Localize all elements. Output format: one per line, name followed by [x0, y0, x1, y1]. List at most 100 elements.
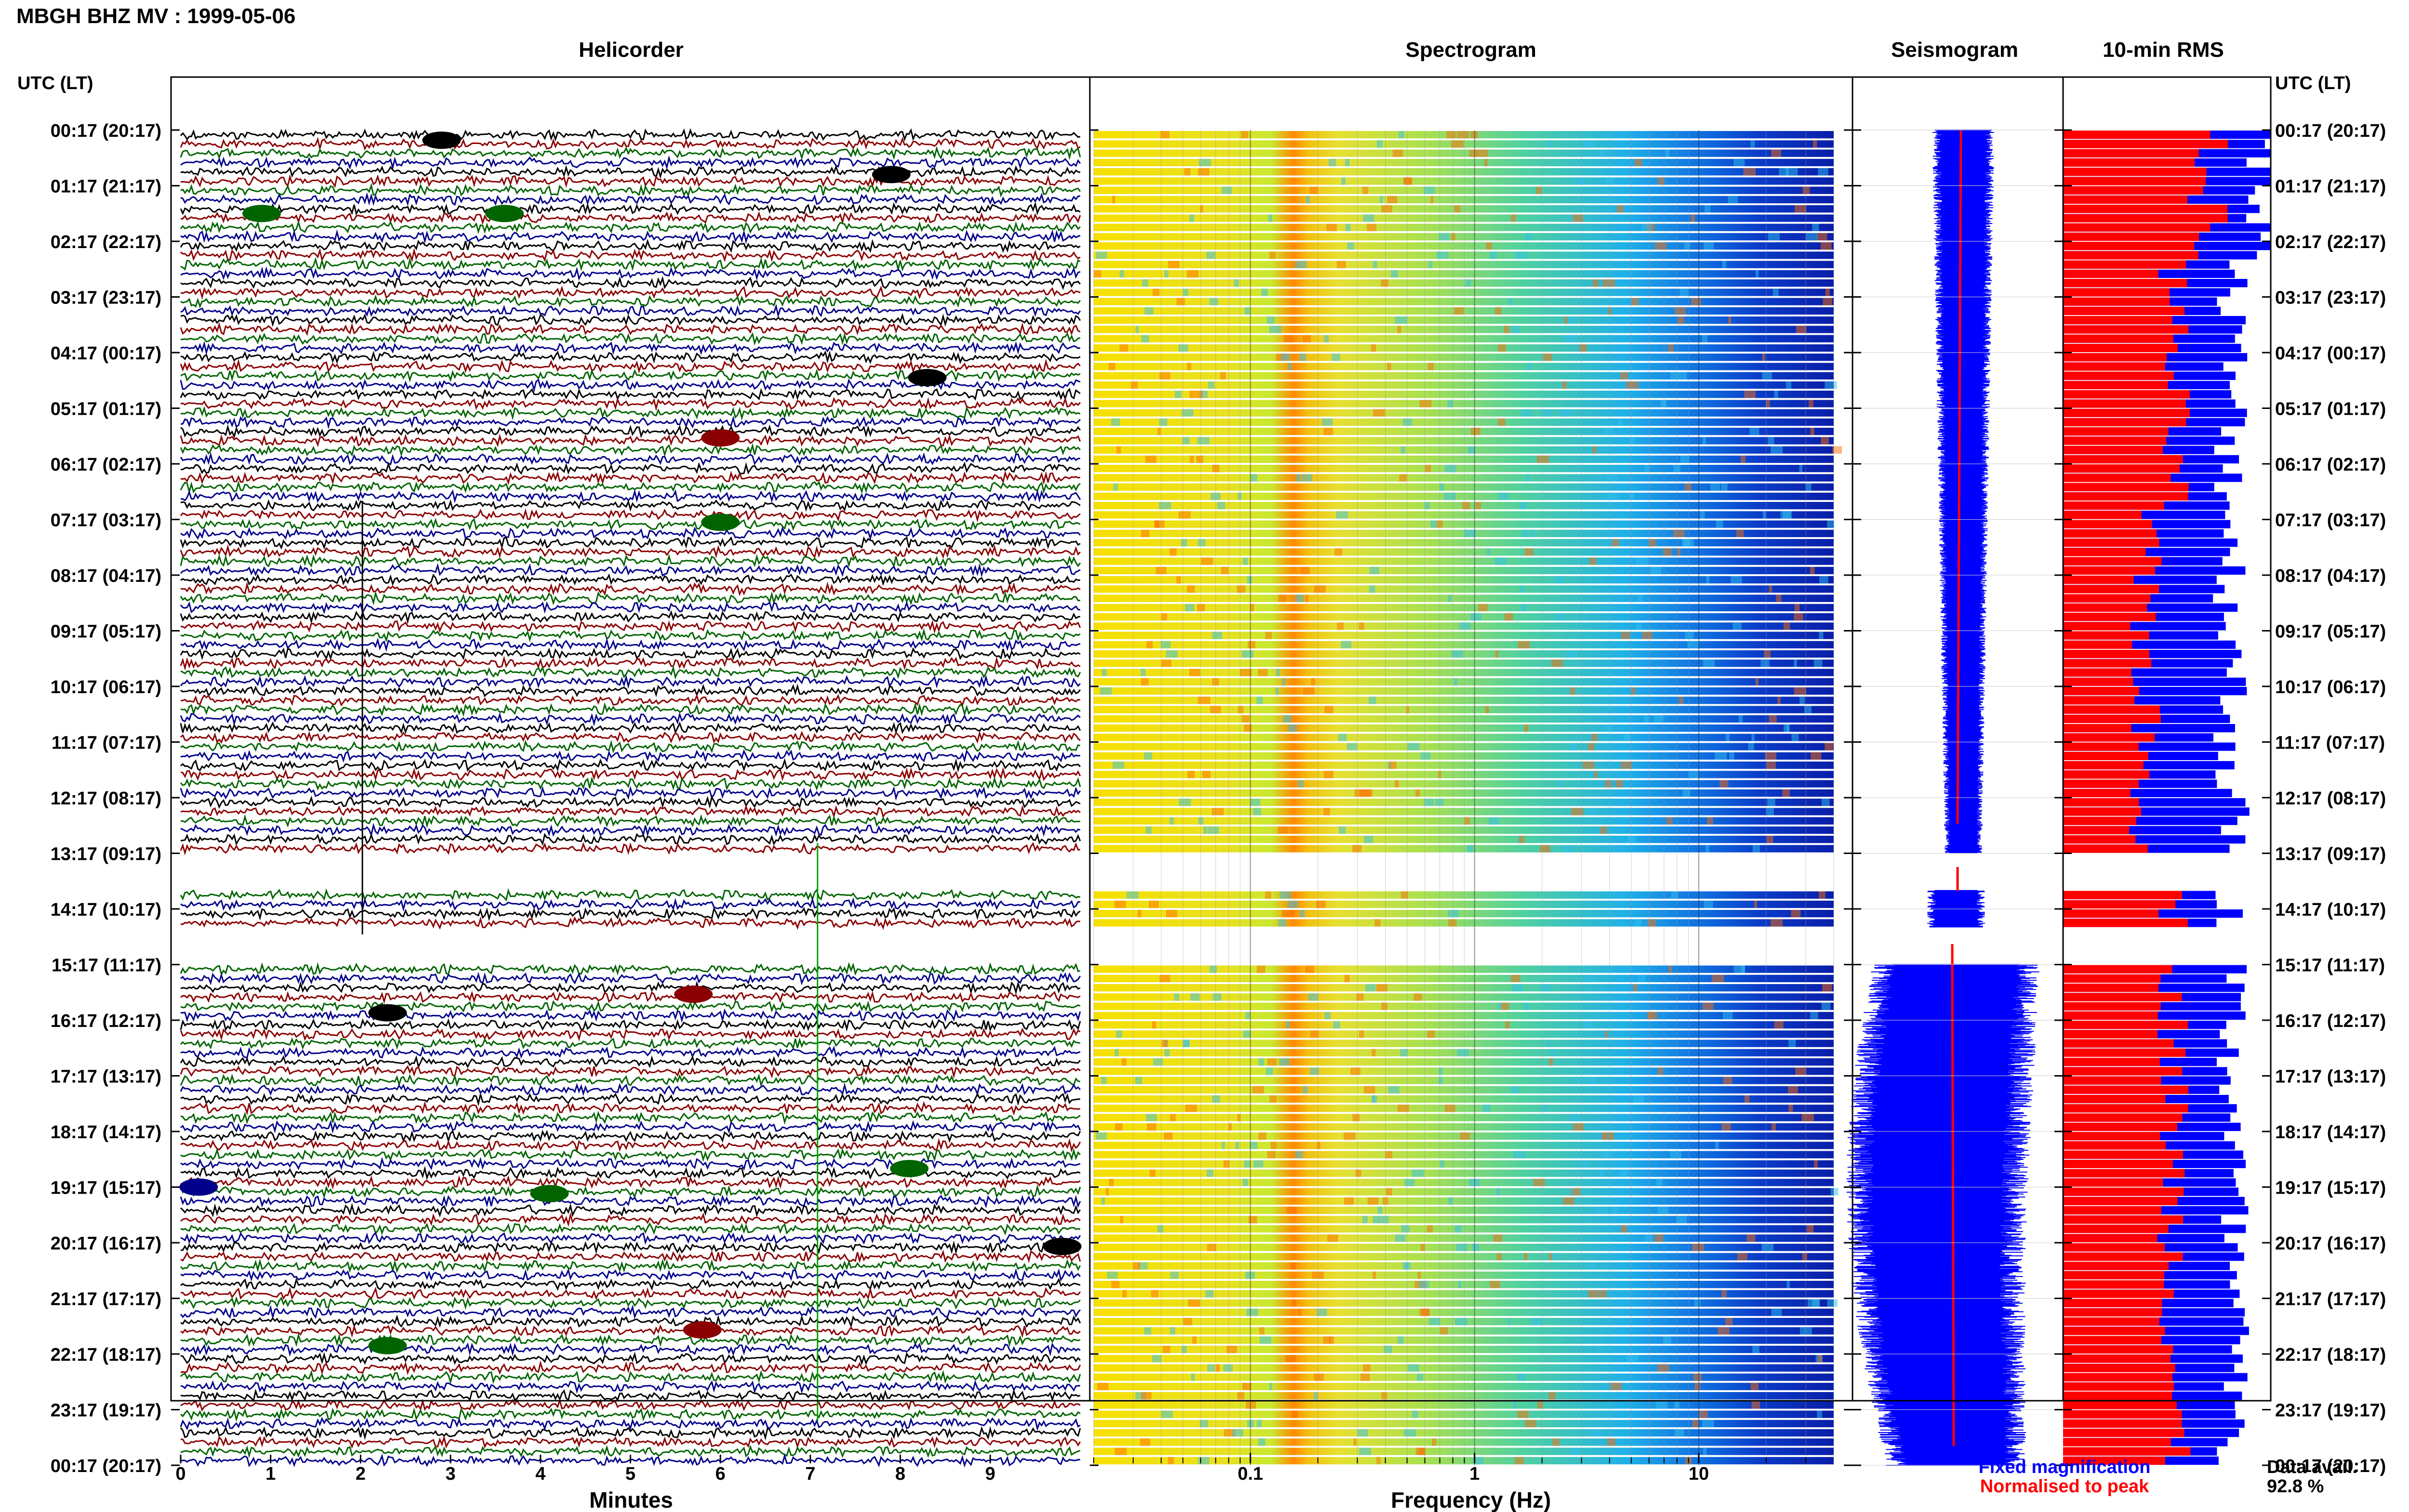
spectrogram-speckle [1535, 186, 1542, 194]
rms-bar-red [2063, 1289, 2174, 1298]
spectrogram-speckle [1195, 391, 1203, 398]
rms-bar-red [2063, 473, 2171, 482]
spectrogram-speckle [1237, 492, 1242, 500]
spectrogram-speckle [1424, 502, 1430, 510]
spectrogram-speckle [1238, 706, 1244, 713]
spectrogram-row [1094, 1271, 1834, 1279]
spectrogram-speckle [1447, 910, 1459, 918]
helicorder-trace [180, 581, 1081, 596]
spectrogram-speckle [1305, 594, 1309, 602]
time-label-right: 09:17 (05:17) [2275, 622, 2386, 642]
spectrogram-speckle [1774, 1021, 1784, 1029]
spectrogram-speckle [1136, 326, 1139, 333]
helicorder-event [242, 205, 281, 223]
time-label-right: 18:17 (14:17) [2275, 1122, 2386, 1143]
spectrogram-speckle [1181, 539, 1188, 547]
spectrogram-speckle [1676, 1216, 1687, 1223]
spectrogram-speckle [1786, 381, 1792, 389]
rms-bar-red [2063, 334, 2174, 343]
rms-bar-red [2063, 511, 2142, 519]
spectrogram-speckle [1636, 622, 1642, 630]
helicorder-trace [180, 461, 1081, 475]
spectrogram-speckle [1470, 613, 1482, 621]
spectrogram-speckle [1221, 566, 1229, 575]
spectrogram-speckle [1513, 1401, 1517, 1409]
spectrogram-speckle [1141, 1392, 1152, 1400]
spectrogram-speckle [1788, 1039, 1796, 1047]
spectrogram-speckle [1595, 1207, 1600, 1214]
spectrogram-speckle [1702, 437, 1707, 445]
spectrogram-speckle [1096, 251, 1107, 259]
spectrogram-speckle [1221, 186, 1232, 194]
spectrogram-speckle [1257, 1420, 1262, 1428]
spectrogram-speckle [1788, 1086, 1799, 1094]
time-label-left: 01:17 (21:17) [51, 177, 161, 197]
spectrogram-speckle [1680, 289, 1688, 296]
spectrogram-speckle [1388, 1086, 1400, 1094]
spectrogram-speckle [1583, 1021, 1593, 1029]
spectrogram-speckle [1657, 1067, 1663, 1075]
spectrogram-speckle [1111, 1281, 1120, 1288]
spectrogram-speckle [1809, 400, 1813, 408]
spectrogram-speckle [1295, 474, 1301, 482]
spectrogram-speckle [1159, 372, 1170, 380]
helicorder-xlabel: Minutes [589, 1487, 673, 1512]
spectrogram-speckle [1649, 539, 1656, 547]
spectrogram-speckle [1190, 993, 1200, 1001]
spectrogram-speckle [1162, 1039, 1168, 1047]
time-label-right: 21:17 (17:17) [2275, 1289, 2386, 1310]
helicorder-trace [180, 1332, 1081, 1347]
spectrogram-speckle [1768, 437, 1774, 445]
spectrogram-speckle [1523, 1253, 1528, 1261]
helicorder-trace [180, 1240, 1081, 1255]
spectrogram-speckle [1520, 502, 1526, 510]
spectrogram-speckle [1112, 196, 1115, 204]
spectrogram-speckle [1212, 1095, 1220, 1103]
spectrogram-speckle [1501, 1002, 1509, 1010]
spectrogram-speckle [1359, 1447, 1371, 1455]
spectrogram-speckle [1323, 808, 1330, 815]
spectrogram-speckle [1427, 1030, 1435, 1038]
spectrogram-speckle [1109, 363, 1115, 370]
spectrogram-speckle [1232, 1429, 1244, 1437]
spectrogram-speckle [1140, 1438, 1151, 1446]
spectrogram-row [1094, 279, 1834, 287]
spectrogram-speckle [1684, 483, 1692, 491]
spectrogram-row [1094, 799, 1834, 806]
spectrogram-speckle [1415, 789, 1420, 797]
spectrogram-speckle [1600, 1290, 1607, 1298]
spectrogram-speckle [1217, 502, 1226, 510]
spectrogram-speckle [1363, 214, 1375, 222]
helicorder-trace [180, 499, 1081, 512]
spectrogram-speckle [1394, 780, 1399, 788]
spectrogram-row [1094, 604, 1834, 612]
spectrogram-speckle [1582, 613, 1587, 621]
spectrogram-speckle [1682, 789, 1691, 797]
time-label-left: 10:17 (06:17) [51, 677, 161, 697]
spectrogram-row [1094, 158, 1834, 167]
spectrogram-row [1094, 409, 1834, 417]
spectrogram-speckle [1206, 1170, 1214, 1177]
spectrogram-speckle [1733, 622, 1742, 630]
spectrogram-speckle [1771, 1308, 1782, 1316]
spectrogram-speckle [1737, 1253, 1747, 1261]
spectrogram-speckle [1788, 1104, 1793, 1112]
spectrogram-speckle [1412, 1410, 1418, 1418]
spectrogram-row [1094, 400, 1834, 408]
rms-bar-red [2063, 325, 2189, 334]
spectrogram-speckle [1407, 1364, 1419, 1372]
spectrogram-speckle [1313, 1392, 1318, 1400]
rms-bar-red [2063, 131, 2210, 139]
spectrogram-speckle [1292, 1299, 1297, 1307]
spectrogram-speckle [1750, 1382, 1759, 1391]
spectrogram-speckle [1417, 1271, 1421, 1279]
spectrogram-speckle [1197, 604, 1205, 612]
spectrogram-speckle [1605, 780, 1612, 788]
spectrogram-speckle [1391, 270, 1398, 278]
spectrogram-speckle [1425, 465, 1431, 473]
spectrogram-speckle [1369, 566, 1379, 575]
spectrogram-speckle [1657, 1207, 1669, 1214]
helicorder-trace [180, 183, 1081, 198]
spectrogram-speckle [1725, 734, 1730, 741]
spectrogram-speckle [1794, 659, 1798, 667]
